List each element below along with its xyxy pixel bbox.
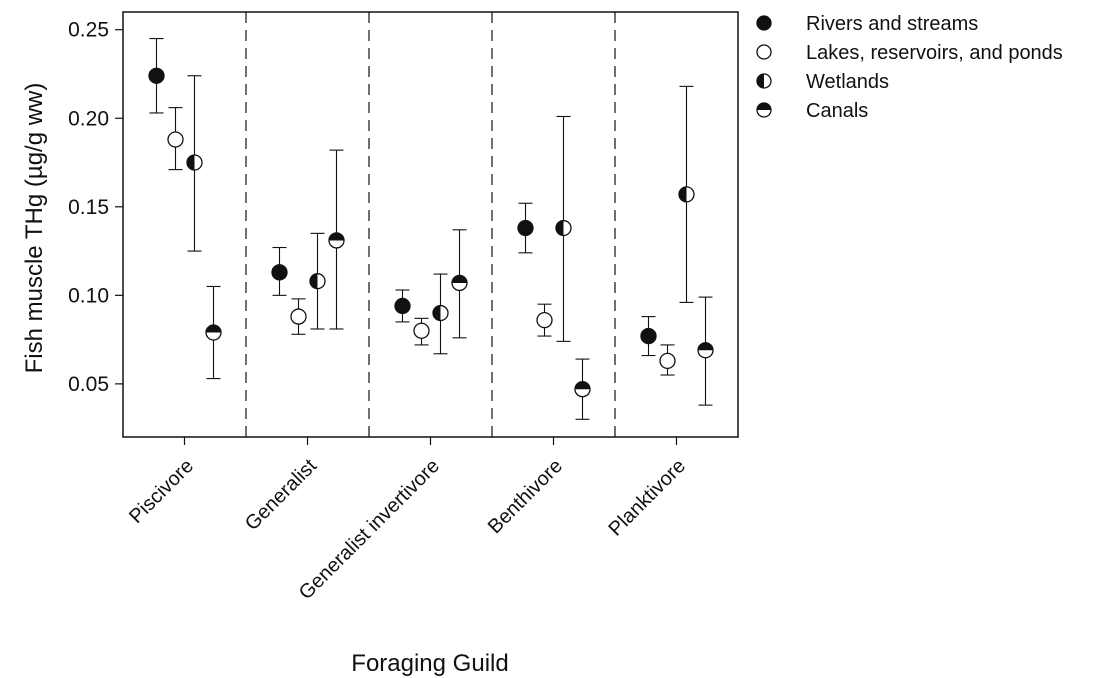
legend-item: Rivers and streams (756, 13, 978, 35)
legend-marker (756, 73, 772, 89)
data-point-half (329, 232, 344, 241)
legend-marker (756, 44, 772, 60)
data-point (697, 342, 714, 359)
data-point-dot (659, 352, 676, 370)
data-point (678, 186, 695, 203)
data-point-half (556, 220, 564, 236)
legend-label: Lakes, reservoirs, and ponds (806, 42, 1063, 64)
data-point (574, 381, 591, 398)
data-point (432, 304, 449, 322)
legend-item: Canals (756, 100, 868, 122)
data-point-half (206, 325, 221, 333)
data-point (148, 67, 165, 84)
y-tick-label: 0.20 (68, 107, 109, 130)
y-tick-label: 0.25 (68, 19, 109, 42)
legend-item: Wetlands (756, 71, 889, 93)
legend-marker (756, 102, 772, 118)
data-point (271, 264, 288, 281)
data-point-dot (517, 219, 534, 237)
plot-frame (122, 11, 739, 438)
legend-marker-dot (756, 44, 772, 60)
x-tick-label: Generalist invertivore (295, 455, 444, 604)
legend-item: Lakes, reservoirs, and ponds (756, 42, 1063, 64)
legend-label: Rivers and streams (806, 13, 978, 35)
legend-marker-half (757, 74, 764, 88)
series-2 (186, 75, 695, 355)
data-point-dot (394, 297, 411, 315)
data-point-half (187, 155, 195, 171)
data-point-half (575, 381, 590, 390)
data-point-half (433, 305, 441, 321)
data-point (186, 154, 203, 171)
y-axis-label: Fish muscle THg (µg/g ww) (21, 83, 48, 374)
data-point-dot (536, 311, 553, 329)
x-axis-label: Foraging Guild (351, 650, 508, 677)
data-point-half (679, 186, 687, 202)
data-point-dot (167, 131, 184, 148)
x-tick-label: Benthivore (484, 455, 567, 538)
data-point (167, 131, 184, 148)
data-point (394, 297, 411, 315)
y-tick-label: 0.05 (68, 373, 109, 396)
data-point (309, 273, 326, 290)
data-point (659, 352, 676, 370)
plot-area (122, 11, 739, 438)
y-axis: 0.05 0.10 0.15 0.20 0.25 (68, 19, 123, 396)
legend-marker (756, 15, 772, 31)
data-point-dot (640, 327, 657, 345)
y-tick-label: 0.10 (68, 284, 109, 307)
data-point (640, 327, 657, 345)
data-point-half (310, 273, 318, 289)
data-point-half (698, 342, 713, 351)
data-point (536, 311, 553, 329)
data-point (328, 232, 345, 249)
x-tick-label: Piscivore (125, 455, 198, 528)
y-tick-label: 0.15 (68, 196, 109, 219)
legend-label: Canals (806, 100, 868, 122)
data-point (451, 274, 468, 292)
x-tick-label: Generalist (241, 455, 321, 535)
data-point-dot (148, 67, 165, 84)
series-0 (148, 38, 657, 357)
series-3 (205, 149, 714, 420)
data-point-half (452, 275, 467, 283)
data-point (517, 219, 534, 237)
x-tick-label: Planktivore (605, 455, 691, 541)
legend-marker-half (757, 103, 771, 110)
legend-label: Wetlands (806, 71, 889, 93)
data-point (205, 324, 222, 341)
series-1 (167, 107, 676, 376)
data-point (413, 322, 430, 339)
data-point-dot (271, 264, 288, 281)
data-point (290, 308, 307, 325)
data-point-dot (290, 308, 307, 325)
data-point-dot (413, 322, 430, 339)
legend-marker-dot (756, 15, 772, 31)
data-point (555, 219, 572, 237)
legend: Rivers and streams Lakes, reservoirs, and… (756, 13, 1063, 122)
